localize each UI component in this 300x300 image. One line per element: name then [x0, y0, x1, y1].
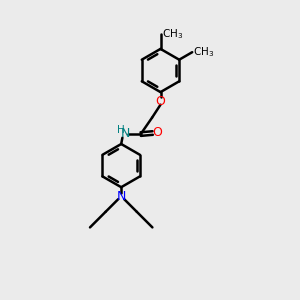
- Text: H: H: [117, 125, 124, 136]
- Text: N: N: [116, 190, 126, 203]
- Text: CH$_3$: CH$_3$: [194, 45, 214, 59]
- Text: O: O: [156, 94, 165, 108]
- Text: N: N: [121, 127, 130, 140]
- Text: CH$_3$: CH$_3$: [162, 27, 183, 41]
- Text: O: O: [152, 126, 162, 139]
